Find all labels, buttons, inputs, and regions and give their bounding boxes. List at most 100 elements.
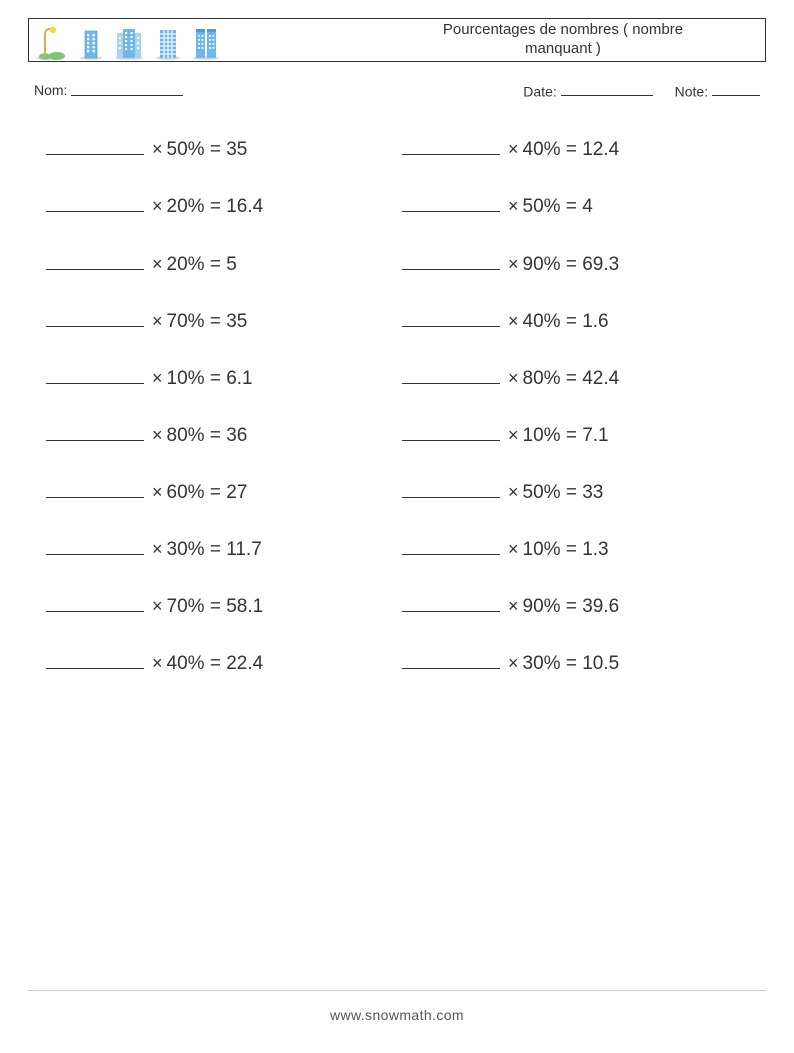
answer-blank[interactable] bbox=[46, 137, 144, 155]
times-symbol: × bbox=[508, 196, 519, 217]
percent-value: 10% bbox=[523, 539, 561, 561]
equals: = bbox=[561, 254, 583, 276]
result-value: 35 bbox=[226, 139, 247, 161]
result-value: 12.4 bbox=[582, 139, 619, 161]
equals: = bbox=[205, 368, 227, 390]
worksheet-title: Pourcentages de nombres ( nombre manquan… bbox=[221, 21, 755, 59]
times-symbol: × bbox=[152, 311, 163, 332]
building-icon-3 bbox=[155, 25, 181, 61]
answer-blank[interactable] bbox=[402, 309, 500, 327]
answer-blank[interactable] bbox=[46, 366, 144, 384]
problem-row: ×80% = 36 bbox=[46, 423, 392, 447]
result-value: 39.6 bbox=[582, 596, 619, 618]
result-value: 6.1 bbox=[226, 368, 252, 390]
answer-blank[interactable] bbox=[46, 423, 144, 441]
equals: = bbox=[561, 482, 583, 504]
answer-blank[interactable] bbox=[402, 651, 500, 669]
header-box: Pourcentages de nombres ( nombre manquan… bbox=[28, 18, 766, 62]
times-symbol: × bbox=[508, 596, 519, 617]
result-value: 35 bbox=[226, 311, 247, 333]
percent-value: 40% bbox=[523, 139, 561, 161]
answer-blank[interactable] bbox=[46, 480, 144, 498]
problem-row: ×20% = 5 bbox=[46, 251, 392, 275]
worksheet-page: Pourcentages de nombres ( nombre manquan… bbox=[0, 0, 794, 675]
equals: = bbox=[205, 196, 227, 218]
answer-blank[interactable] bbox=[402, 251, 500, 269]
equals: = bbox=[561, 425, 583, 447]
times-symbol: × bbox=[508, 139, 519, 160]
answer-blank[interactable] bbox=[402, 137, 500, 155]
note-label: Note: bbox=[675, 83, 708, 99]
times-symbol: × bbox=[152, 425, 163, 446]
date-label: Date: bbox=[523, 83, 556, 99]
problem-row: ×10% = 7.1 bbox=[402, 423, 748, 447]
result-value: 42.4 bbox=[582, 368, 619, 390]
meta-right: Date: Note: bbox=[523, 82, 760, 99]
problem-row: ×10% = 6.1 bbox=[46, 366, 392, 390]
answer-blank[interactable] bbox=[46, 651, 144, 669]
problem-row: ×20% = 16.4 bbox=[46, 194, 392, 218]
result-value: 22.4 bbox=[226, 653, 263, 675]
percent-value: 50% bbox=[523, 482, 561, 504]
answer-blank[interactable] bbox=[46, 251, 144, 269]
answer-blank[interactable] bbox=[46, 194, 144, 212]
problem-row: ×30% = 10.5 bbox=[402, 651, 748, 675]
answer-blank[interactable] bbox=[402, 480, 500, 498]
answer-blank[interactable] bbox=[46, 309, 144, 327]
equals: = bbox=[561, 196, 583, 218]
result-value: 7.1 bbox=[582, 425, 608, 447]
header-icons bbox=[35, 19, 221, 61]
times-symbol: × bbox=[508, 482, 519, 503]
answer-blank[interactable] bbox=[402, 537, 500, 555]
percent-value: 20% bbox=[167, 196, 205, 218]
answer-blank[interactable] bbox=[402, 423, 500, 441]
problem-row: ×50% = 35 bbox=[46, 137, 392, 161]
problem-row: ×50% = 4 bbox=[402, 194, 748, 218]
times-symbol: × bbox=[152, 482, 163, 503]
name-label: Nom: bbox=[34, 82, 67, 99]
equals: = bbox=[205, 311, 227, 333]
percent-value: 90% bbox=[523, 596, 561, 618]
problem-row: ×90% = 69.3 bbox=[402, 251, 748, 275]
percent-value: 40% bbox=[523, 311, 561, 333]
note-blank[interactable] bbox=[712, 82, 760, 96]
problem-row: ×70% = 58.1 bbox=[46, 594, 392, 618]
meta-row: Nom: Date: Note: bbox=[28, 82, 766, 99]
answer-blank[interactable] bbox=[402, 594, 500, 612]
answer-blank[interactable] bbox=[46, 594, 144, 612]
times-symbol: × bbox=[152, 196, 163, 217]
answer-blank[interactable] bbox=[46, 537, 144, 555]
result-value: 5 bbox=[226, 254, 237, 276]
result-value: 58.1 bbox=[226, 596, 263, 618]
times-symbol: × bbox=[152, 539, 163, 560]
percent-value: 40% bbox=[167, 653, 205, 675]
times-symbol: × bbox=[508, 425, 519, 446]
percent-value: 10% bbox=[523, 425, 561, 447]
building-icon-4 bbox=[191, 25, 221, 61]
percent-value: 50% bbox=[167, 139, 205, 161]
problem-row: ×70% = 35 bbox=[46, 309, 392, 333]
percent-value: 90% bbox=[523, 254, 561, 276]
equals: = bbox=[205, 139, 227, 161]
equals: = bbox=[205, 539, 227, 561]
equals: = bbox=[205, 482, 227, 504]
answer-blank[interactable] bbox=[402, 366, 500, 384]
date-blank[interactable] bbox=[561, 82, 653, 96]
note-group: Note: bbox=[675, 82, 760, 99]
building-icon-1 bbox=[79, 25, 103, 61]
problem-row: ×90% = 39.6 bbox=[402, 594, 748, 618]
equals: = bbox=[561, 596, 583, 618]
name-blank[interactable] bbox=[71, 82, 183, 96]
answer-blank[interactable] bbox=[402, 194, 500, 212]
equals: = bbox=[561, 539, 583, 561]
building-icon-2 bbox=[113, 25, 145, 61]
title-line-1: Pourcentages de nombres ( nombre bbox=[443, 21, 683, 38]
problem-row: ×50% = 33 bbox=[402, 480, 748, 504]
percent-value: 60% bbox=[167, 482, 205, 504]
percent-value: 80% bbox=[167, 425, 205, 447]
problem-row: ×40% = 22.4 bbox=[46, 651, 392, 675]
equals: = bbox=[205, 596, 227, 618]
problem-row: ×30% = 11.7 bbox=[46, 537, 392, 561]
problems-grid: ×50% = 35×40% = 12.4×20% = 16.4×50% = 4×… bbox=[28, 137, 766, 675]
result-value: 10.5 bbox=[582, 653, 619, 675]
